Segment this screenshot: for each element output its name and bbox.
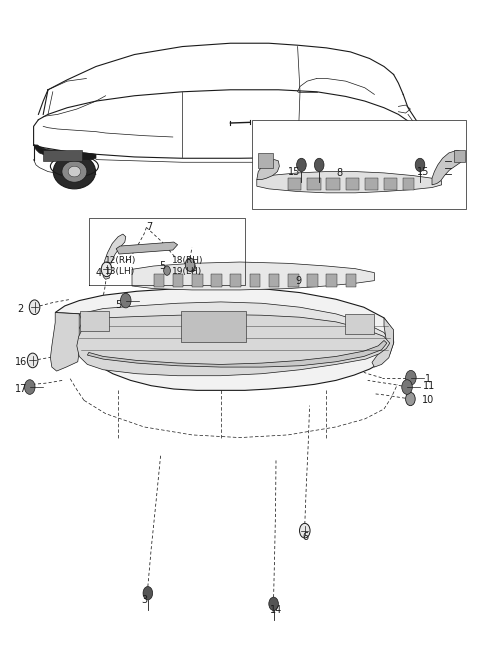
Polygon shape bbox=[116, 242, 178, 254]
FancyBboxPatch shape bbox=[192, 274, 203, 287]
Text: 12(RH)
13(LH): 12(RH) 13(LH) bbox=[105, 257, 136, 275]
Text: 14: 14 bbox=[270, 605, 282, 616]
FancyBboxPatch shape bbox=[454, 150, 465, 162]
Text: 15: 15 bbox=[417, 166, 429, 177]
FancyBboxPatch shape bbox=[307, 178, 321, 190]
Text: 1: 1 bbox=[425, 374, 431, 384]
FancyBboxPatch shape bbox=[80, 311, 109, 331]
Circle shape bbox=[406, 392, 415, 406]
FancyBboxPatch shape bbox=[403, 178, 414, 190]
Text: 7: 7 bbox=[146, 222, 153, 233]
Text: 6: 6 bbox=[302, 532, 309, 543]
FancyBboxPatch shape bbox=[307, 274, 318, 287]
Text: 18(RH)
19(LH): 18(RH) 19(LH) bbox=[172, 257, 204, 275]
Polygon shape bbox=[257, 160, 279, 180]
FancyBboxPatch shape bbox=[346, 274, 356, 287]
Circle shape bbox=[24, 380, 35, 394]
Circle shape bbox=[269, 597, 278, 610]
Circle shape bbox=[27, 353, 38, 368]
Text: 5: 5 bbox=[159, 261, 166, 271]
Text: 17: 17 bbox=[15, 384, 28, 394]
FancyBboxPatch shape bbox=[258, 153, 273, 168]
Ellipse shape bbox=[348, 153, 382, 182]
FancyBboxPatch shape bbox=[345, 314, 374, 334]
Polygon shape bbox=[372, 318, 394, 367]
FancyBboxPatch shape bbox=[288, 178, 301, 190]
Text: 4: 4 bbox=[96, 267, 102, 278]
FancyBboxPatch shape bbox=[326, 274, 337, 287]
Polygon shape bbox=[55, 287, 394, 390]
Polygon shape bbox=[50, 313, 79, 371]
Polygon shape bbox=[257, 172, 442, 193]
Text: 3: 3 bbox=[142, 595, 148, 605]
Polygon shape bbox=[432, 150, 463, 185]
FancyBboxPatch shape bbox=[346, 178, 359, 190]
Circle shape bbox=[120, 293, 131, 308]
FancyBboxPatch shape bbox=[181, 311, 246, 342]
Circle shape bbox=[103, 265, 110, 276]
Circle shape bbox=[297, 158, 306, 172]
Ellipse shape bbox=[53, 154, 96, 189]
FancyBboxPatch shape bbox=[365, 178, 378, 190]
Polygon shape bbox=[76, 302, 390, 370]
Circle shape bbox=[415, 158, 425, 172]
FancyBboxPatch shape bbox=[252, 120, 466, 209]
FancyBboxPatch shape bbox=[211, 274, 222, 287]
Circle shape bbox=[314, 158, 324, 172]
FancyBboxPatch shape bbox=[250, 274, 260, 287]
Text: 10: 10 bbox=[422, 395, 435, 406]
Text: 15: 15 bbox=[288, 166, 300, 177]
Ellipse shape bbox=[360, 163, 370, 172]
Polygon shape bbox=[132, 262, 374, 290]
FancyBboxPatch shape bbox=[230, 274, 241, 287]
Text: 11: 11 bbox=[423, 380, 436, 391]
Ellipse shape bbox=[62, 161, 87, 182]
FancyBboxPatch shape bbox=[288, 274, 299, 287]
Polygon shape bbox=[34, 145, 96, 160]
Circle shape bbox=[300, 523, 310, 538]
Circle shape bbox=[402, 380, 412, 394]
Polygon shape bbox=[103, 234, 126, 279]
FancyBboxPatch shape bbox=[269, 274, 279, 287]
Text: 9: 9 bbox=[295, 275, 301, 286]
Text: 2: 2 bbox=[17, 304, 23, 315]
Circle shape bbox=[29, 300, 40, 315]
FancyBboxPatch shape bbox=[384, 178, 397, 190]
Text: 5: 5 bbox=[115, 299, 121, 310]
Text: 16: 16 bbox=[15, 356, 28, 367]
FancyBboxPatch shape bbox=[326, 178, 340, 190]
Ellipse shape bbox=[354, 158, 375, 177]
Text: 8: 8 bbox=[336, 168, 342, 178]
Polygon shape bbox=[77, 315, 390, 376]
Circle shape bbox=[185, 258, 195, 271]
Circle shape bbox=[101, 262, 112, 277]
Circle shape bbox=[406, 370, 416, 385]
FancyBboxPatch shape bbox=[173, 274, 183, 287]
Polygon shape bbox=[87, 340, 387, 367]
Circle shape bbox=[189, 263, 195, 272]
Ellipse shape bbox=[68, 166, 81, 177]
FancyBboxPatch shape bbox=[43, 150, 82, 161]
Circle shape bbox=[164, 266, 170, 275]
Circle shape bbox=[143, 587, 153, 600]
FancyBboxPatch shape bbox=[154, 274, 164, 287]
